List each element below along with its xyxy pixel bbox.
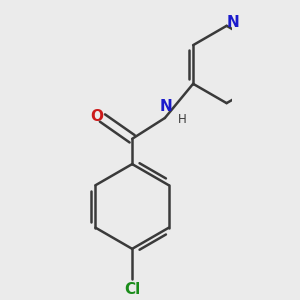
- Text: N: N: [226, 15, 239, 30]
- Text: H: H: [178, 113, 186, 126]
- Text: Cl: Cl: [124, 281, 140, 296]
- Text: O: O: [90, 109, 103, 124]
- Text: N: N: [160, 98, 173, 113]
